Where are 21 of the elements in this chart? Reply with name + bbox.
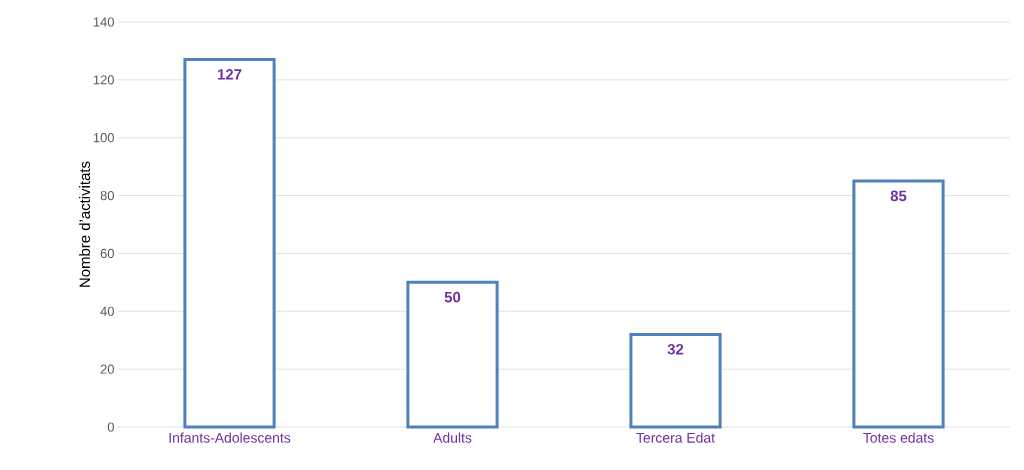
data-label: 127 <box>217 69 242 80</box>
y-tick-label: 80 <box>100 190 114 201</box>
y-tick-label: 20 <box>100 364 114 374</box>
y-tick-label: 100 <box>93 133 114 143</box>
data-label: 85 <box>890 190 907 202</box>
y-tick-label: 0 <box>107 422 114 432</box>
data-label: 50 <box>444 291 461 303</box>
data-label: 32 <box>667 343 684 355</box>
x-tick-label: Tercera Edat <box>636 432 715 443</box>
bar <box>406 280 499 429</box>
y-tick-label: 120 <box>93 75 114 85</box>
y-axis-title: Nombre d’activitats <box>79 161 91 287</box>
bar <box>183 58 276 429</box>
y-tick-label: 140 <box>93 17 114 27</box>
y-tick-label: 60 <box>100 248 114 259</box>
bar <box>852 179 945 429</box>
y-tick-label: 40 <box>100 306 114 316</box>
x-tick-label: Infants-Adolescents <box>169 432 291 443</box>
x-tick-label: Totes edats <box>863 432 934 443</box>
x-tick-label: Adults <box>433 432 472 443</box>
bar <box>629 332 722 429</box>
